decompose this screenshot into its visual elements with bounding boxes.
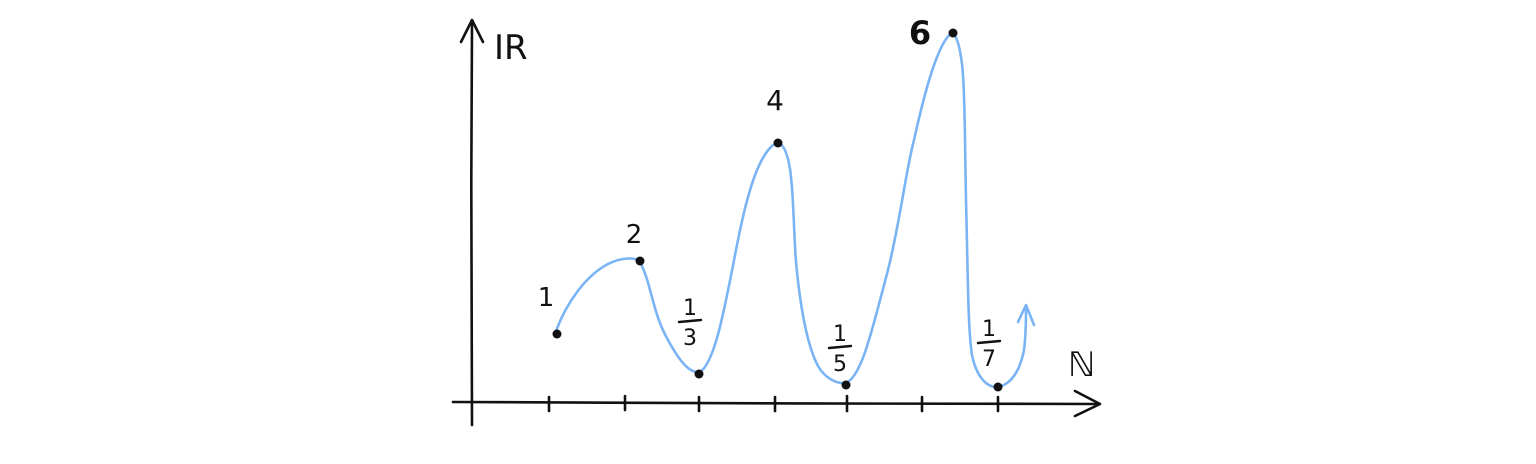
label-7-bar <box>976 339 1002 345</box>
label-6: 6 <box>909 14 931 52</box>
point-5 <box>841 380 851 390</box>
label-3-bar <box>677 318 703 324</box>
point-1 <box>552 329 562 339</box>
label-4: 4 <box>766 84 784 117</box>
label-5-numerator: 1 <box>833 322 847 347</box>
x-axis-arrowhead <box>1073 389 1102 418</box>
curve-continuation-arrowhead <box>1016 303 1036 327</box>
x-axis <box>451 400 1100 406</box>
label-3-denominator: 3 <box>683 326 697 351</box>
y-axis <box>469 20 474 427</box>
label-2: 2 <box>626 220 643 250</box>
axes <box>451 18 1102 427</box>
value-labels: 1 2 1 3 4 1 5 6 1 7 <box>538 14 1002 377</box>
label-7-fraction: 1 7 <box>976 317 1002 372</box>
label-5-bar <box>827 344 853 350</box>
x-axis-label: ℕ <box>1068 345 1095 385</box>
point-3 <box>694 369 704 379</box>
point-2 <box>635 256 645 266</box>
point-4 <box>773 138 783 148</box>
y-axis-arrowhead <box>459 18 485 44</box>
y-axis-label: IR <box>494 28 528 68</box>
sequence-curve <box>554 30 1028 389</box>
label-5-fraction: 1 5 <box>827 322 853 377</box>
label-3-fraction: 1 3 <box>677 296 703 351</box>
label-5-denominator: 5 <box>833 352 847 377</box>
point-6 <box>948 28 958 38</box>
label-3-numerator: 1 <box>683 296 697 321</box>
label-7-denominator: 7 <box>982 347 996 372</box>
label-1: 1 <box>538 283 555 313</box>
data-points <box>552 28 1003 392</box>
point-7 <box>993 382 1003 392</box>
label-7-numerator: 1 <box>982 317 996 342</box>
x-axis-ticks <box>547 394 1000 413</box>
